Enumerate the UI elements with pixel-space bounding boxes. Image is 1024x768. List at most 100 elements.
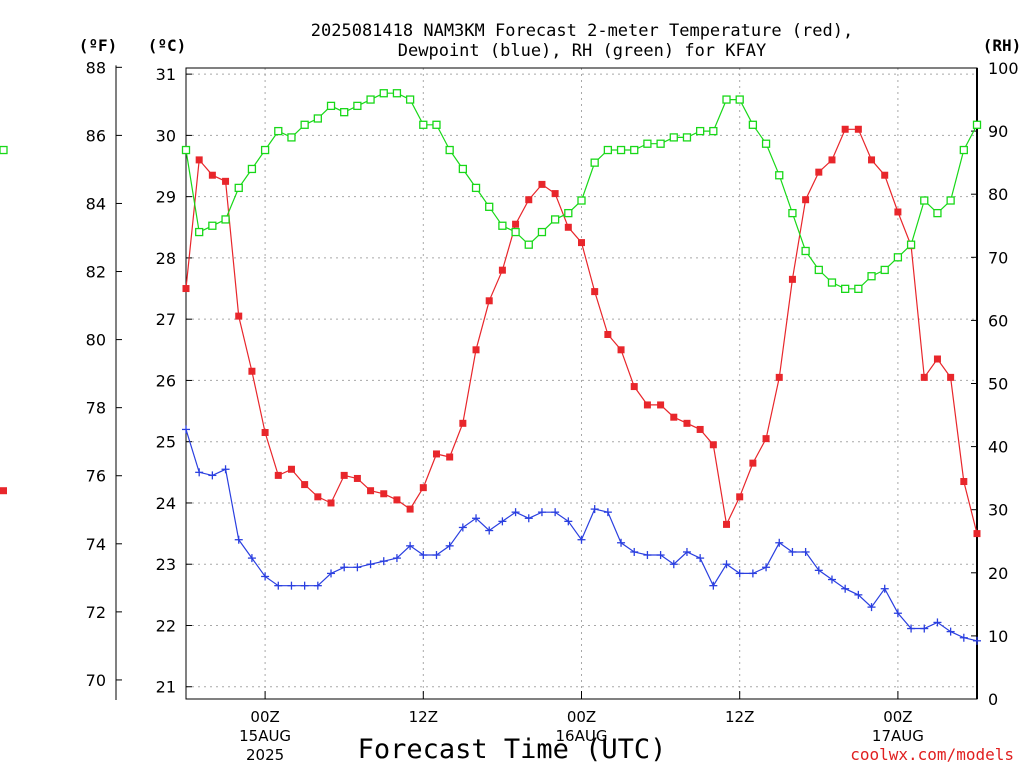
dewpoint-point [696, 554, 705, 563]
temperature-point [301, 481, 309, 489]
rh-tick-label: 0 [988, 690, 998, 709]
rh-point [181, 145, 191, 155]
rh-point [537, 227, 547, 237]
temperature-point [802, 196, 810, 204]
dewpoint-point [472, 514, 481, 523]
temperature-point [775, 373, 783, 381]
rh-point [247, 164, 257, 174]
rh-point [880, 265, 889, 275]
dewpoint-point [669, 560, 678, 569]
chart-title-line2: Dewpoint (blue), RH (green) for KFAY [398, 41, 766, 61]
dewpoint-point [867, 603, 876, 612]
rh-tick-label: 50 [988, 375, 1008, 394]
rh-point [419, 120, 428, 129]
rh-unit-label: (RH) [983, 36, 1022, 55]
rh-point [445, 145, 454, 155]
dewpoint-point [880, 584, 889, 593]
rh-point [972, 120, 982, 129]
rh-point [458, 164, 468, 174]
temperature-point [327, 499, 335, 507]
rh-point [709, 126, 718, 136]
dewpoint-point [340, 563, 349, 572]
dewpoint-point [511, 508, 520, 517]
temperature-point [788, 275, 796, 283]
dewpoint-point [247, 554, 256, 563]
dewpoint-point [775, 538, 784, 547]
temperature-point [723, 520, 731, 528]
rh-point [221, 215, 230, 224]
temperature-point [485, 297, 493, 305]
temperature-point [314, 493, 322, 501]
temperature-point [498, 266, 506, 274]
rh-point [788, 208, 797, 218]
rh-point [511, 227, 520, 237]
temperature-point [947, 373, 955, 381]
rh-tick-label: 30 [988, 501, 1008, 520]
rh-point [630, 145, 639, 155]
dewpoint-point [208, 471, 217, 480]
rh-point [405, 95, 415, 104]
celsius-tick-label: 31 [156, 65, 176, 84]
temperature-point [709, 441, 717, 449]
rh-point [775, 171, 784, 180]
dewpoint-point [432, 551, 441, 560]
rh-point [392, 89, 402, 98]
celsius-tick-label: 27 [156, 310, 176, 329]
dewpoint-point [234, 535, 243, 544]
temperature-point [854, 125, 862, 133]
rh-point [841, 284, 850, 294]
celsius-tick-label: 28 [156, 249, 176, 268]
dewpoint-point [221, 465, 230, 474]
celsius-tick-label: 24 [156, 494, 176, 513]
temperature-point [0, 487, 7, 495]
dewpoint-point [643, 551, 652, 560]
temperature-point [920, 373, 928, 381]
temperature-point [380, 490, 388, 498]
tick-labels: 70 72 74 76 78 80 82 84 86 88 21 22 23 24 25 26 27 28 29 30… [86, 58, 1019, 764]
dewpoint-point [722, 560, 731, 569]
dewpoint-point [353, 563, 362, 572]
fahrenheit-tick-label: 88 [86, 58, 106, 77]
dewpoint-point [274, 581, 283, 590]
data-series [0, 89, 982, 645]
celsius-tick-label: 22 [156, 616, 176, 635]
date-tick-label: 17AUG [872, 727, 924, 745]
fahrenheit-tick-label: 84 [86, 194, 106, 213]
dewpoint-point [577, 535, 586, 544]
temperature-point [512, 220, 520, 228]
dewpoint-point [379, 557, 388, 566]
temperature-point [828, 156, 836, 164]
rh-point [761, 139, 771, 148]
temperature-point [762, 435, 770, 443]
dewpoint-point [313, 581, 322, 590]
dewpoint-point [973, 636, 981, 645]
temperature-point [182, 285, 190, 293]
rh-point [814, 265, 823, 275]
rh-point [524, 240, 533, 249]
rh-point [906, 240, 916, 249]
dewpoint-point [959, 633, 968, 642]
temperature-point [393, 496, 401, 504]
dewpoint-point [946, 627, 955, 636]
fahrenheit-tick-label: 72 [86, 603, 106, 622]
rh-point [748, 120, 758, 129]
temperature-point [564, 223, 572, 231]
dewpoint-point [893, 609, 902, 618]
rh-tick-label: 20 [988, 564, 1008, 583]
dewpoint-point [656, 551, 665, 560]
rh-point [340, 108, 349, 117]
temperature-point [933, 355, 941, 363]
temperature-point [643, 401, 651, 409]
dewpoint-point [748, 569, 757, 578]
temperature-point [274, 471, 282, 479]
dewpoint-point [524, 514, 533, 523]
temperature-point [841, 125, 849, 133]
rh-point [366, 95, 375, 104]
axes [115, 65, 978, 700]
rh-point [722, 95, 731, 104]
rh-point [946, 196, 955, 205]
temperature-point [657, 401, 665, 409]
credit-text: coolwx.com/models [850, 745, 1014, 764]
rh-point [471, 183, 481, 193]
